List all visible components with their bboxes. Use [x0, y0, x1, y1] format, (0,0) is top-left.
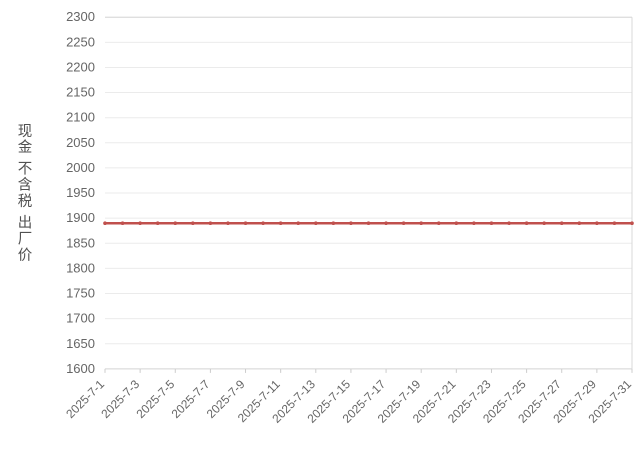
svg-text:1950: 1950 — [66, 185, 95, 200]
svg-text:1900: 1900 — [66, 210, 95, 225]
svg-text:1600: 1600 — [66, 361, 95, 376]
svg-text:2050: 2050 — [66, 135, 95, 150]
svg-text:2100: 2100 — [66, 110, 95, 125]
svg-text:2200: 2200 — [66, 59, 95, 74]
svg-text:1800: 1800 — [66, 260, 95, 275]
svg-text:2000: 2000 — [66, 160, 95, 175]
svg-text:1750: 1750 — [66, 286, 95, 301]
svg-text:1700: 1700 — [66, 311, 95, 326]
svg-text:2250: 2250 — [66, 34, 95, 49]
svg-text:1850: 1850 — [66, 235, 95, 250]
svg-text:1650: 1650 — [66, 336, 95, 351]
svg-text:2300: 2300 — [66, 9, 95, 24]
svg-text:2150: 2150 — [66, 85, 95, 100]
